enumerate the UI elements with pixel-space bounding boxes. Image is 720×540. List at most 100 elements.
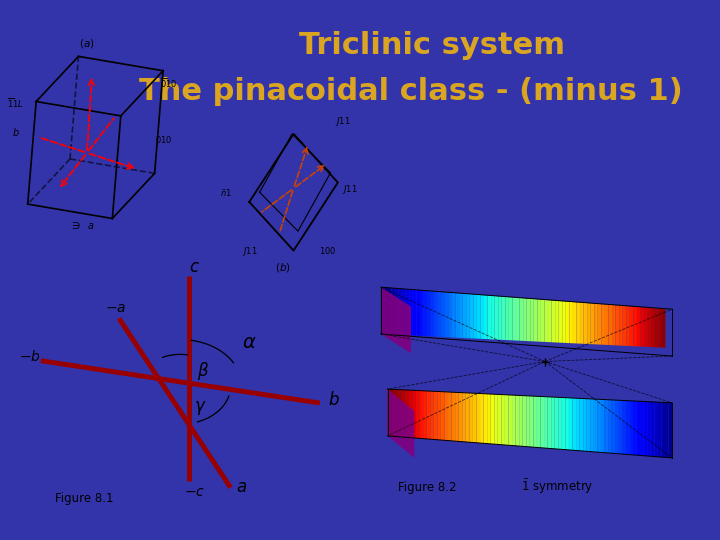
Text: $c$: $c$	[189, 258, 199, 276]
Polygon shape	[480, 394, 484, 443]
Polygon shape	[516, 395, 519, 446]
Polygon shape	[562, 301, 566, 343]
Polygon shape	[658, 402, 662, 457]
Text: Triclinic system: Triclinic system	[299, 31, 565, 60]
Polygon shape	[437, 392, 441, 440]
Polygon shape	[566, 301, 570, 343]
Polygon shape	[601, 400, 605, 453]
Polygon shape	[455, 393, 459, 441]
Polygon shape	[463, 294, 467, 338]
Polygon shape	[644, 308, 647, 347]
Polygon shape	[526, 396, 530, 447]
Polygon shape	[402, 390, 405, 437]
Polygon shape	[469, 393, 473, 442]
Polygon shape	[601, 304, 605, 345]
Polygon shape	[537, 299, 541, 342]
Text: $-a$: $-a$	[105, 301, 126, 315]
Polygon shape	[487, 394, 491, 444]
Polygon shape	[448, 392, 451, 441]
Polygon shape	[498, 394, 501, 445]
Polygon shape	[423, 391, 427, 439]
Polygon shape	[452, 293, 456, 338]
Text: $\overline{1}1L$: $\overline{1}1L$	[7, 96, 24, 110]
Polygon shape	[618, 400, 622, 454]
Polygon shape	[467, 294, 469, 338]
Polygon shape	[534, 396, 537, 448]
Polygon shape	[622, 401, 626, 454]
Polygon shape	[434, 291, 438, 337]
Text: $J11$: $J11$	[335, 115, 351, 128]
Polygon shape	[616, 305, 619, 346]
Polygon shape	[381, 287, 411, 353]
Text: Figure 8.1: Figure 8.1	[55, 492, 113, 505]
Polygon shape	[594, 399, 598, 452]
Polygon shape	[605, 400, 608, 453]
Polygon shape	[406, 289, 409, 335]
Polygon shape	[654, 308, 658, 347]
Polygon shape	[505, 395, 508, 446]
Polygon shape	[409, 289, 413, 335]
Polygon shape	[562, 397, 565, 450]
Polygon shape	[523, 396, 526, 447]
Polygon shape	[662, 309, 665, 348]
Polygon shape	[494, 394, 498, 444]
Polygon shape	[398, 389, 402, 437]
Polygon shape	[384, 287, 388, 334]
Text: $\beta$: $\beta$	[197, 360, 210, 382]
Polygon shape	[558, 397, 562, 449]
Text: $b$: $b$	[12, 126, 20, 138]
Polygon shape	[637, 307, 641, 347]
Polygon shape	[427, 291, 431, 336]
Polygon shape	[469, 294, 473, 339]
Text: $\ni$: $\ni$	[70, 220, 81, 231]
Polygon shape	[431, 391, 433, 440]
Polygon shape	[416, 290, 420, 336]
Polygon shape	[456, 293, 459, 338]
Polygon shape	[477, 295, 480, 339]
Polygon shape	[615, 400, 618, 454]
Polygon shape	[626, 401, 629, 455]
Polygon shape	[651, 402, 654, 456]
Polygon shape	[559, 301, 562, 343]
Polygon shape	[433, 392, 437, 440]
Polygon shape	[519, 395, 523, 447]
Polygon shape	[530, 396, 534, 447]
Polygon shape	[623, 306, 626, 346]
Polygon shape	[513, 298, 516, 341]
Polygon shape	[634, 307, 637, 346]
Polygon shape	[451, 392, 455, 441]
Polygon shape	[495, 296, 498, 340]
Polygon shape	[444, 392, 448, 441]
Polygon shape	[484, 394, 487, 443]
Text: $-b$: $-b$	[19, 349, 40, 364]
Polygon shape	[402, 289, 406, 335]
Polygon shape	[587, 399, 590, 451]
Polygon shape	[669, 403, 672, 458]
Polygon shape	[552, 397, 554, 449]
Polygon shape	[438, 292, 441, 337]
Text: $J11$: $J11$	[242, 246, 258, 259]
Polygon shape	[491, 296, 495, 340]
Polygon shape	[572, 398, 576, 450]
Polygon shape	[598, 399, 601, 453]
Text: $(a)$: $(a)$	[79, 37, 95, 50]
Polygon shape	[537, 396, 541, 448]
Polygon shape	[534, 299, 537, 342]
Polygon shape	[605, 305, 608, 345]
Polygon shape	[441, 292, 445, 337]
Polygon shape	[583, 399, 587, 451]
Polygon shape	[399, 288, 402, 335]
Polygon shape	[651, 308, 654, 347]
Polygon shape	[387, 389, 414, 458]
Polygon shape	[387, 389, 391, 436]
Polygon shape	[392, 288, 395, 335]
Polygon shape	[502, 296, 505, 340]
Text: The pinacoidal class - (minus 1): The pinacoidal class - (minus 1)	[138, 77, 683, 106]
Polygon shape	[487, 295, 491, 339]
Polygon shape	[420, 290, 423, 336]
Text: $a$: $a$	[87, 221, 94, 231]
Polygon shape	[391, 389, 395, 436]
Polygon shape	[612, 305, 616, 346]
Polygon shape	[590, 303, 594, 345]
Polygon shape	[508, 395, 512, 446]
